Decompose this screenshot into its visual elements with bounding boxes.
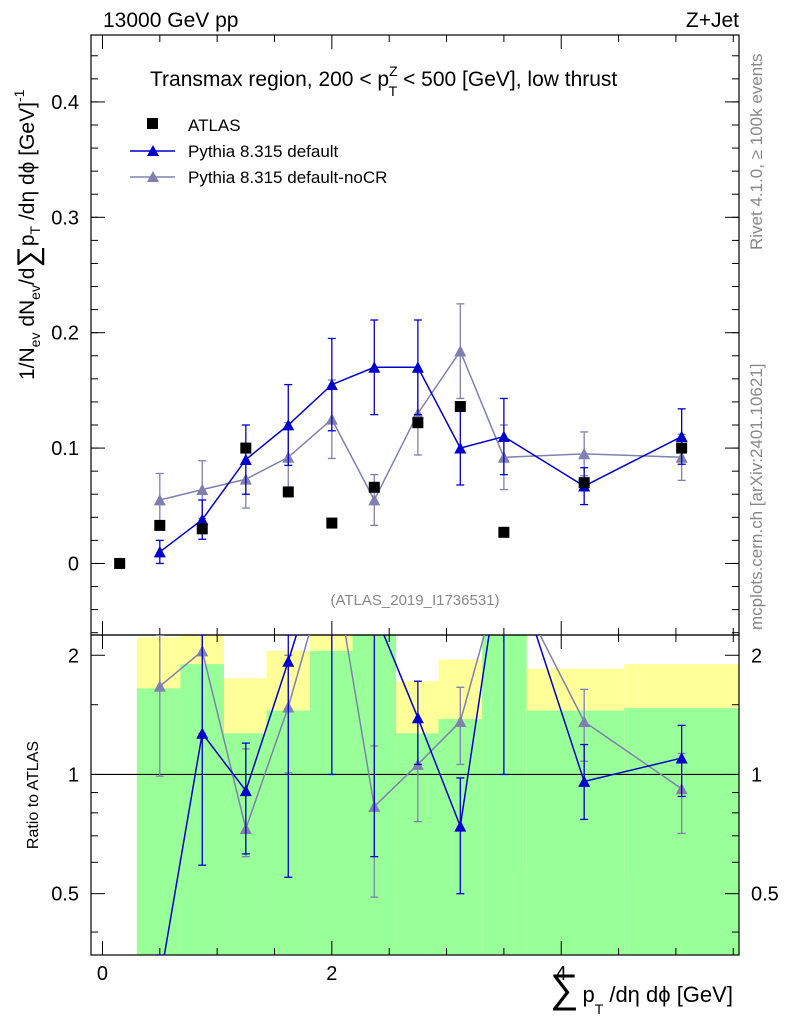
atlas-point — [578, 477, 590, 489]
y-tick-label-main: 0.1 — [51, 438, 79, 460]
y-tick-label-main: 0.4 — [51, 92, 79, 114]
legend-marker-atlas — [147, 118, 158, 129]
plot-title: Transmax region, 200 < pZ T < 500 [GeV], … — [150, 63, 617, 99]
title-main: Transmax region, 200 < p — [150, 68, 389, 91]
x-axis-label-sum: ∑ — [550, 967, 579, 1011]
ratio-point — [498, 558, 510, 569]
title-rest: < 500 [GeV], low thrust — [397, 68, 617, 91]
atlas-point — [326, 517, 338, 529]
data-point — [196, 483, 209, 496]
header-left: 13000 GeV pp — [103, 9, 238, 32]
atlas-point — [412, 417, 424, 429]
ratio-data — [153, 548, 688, 987]
legend-label-default: Pythia 8.315 default — [188, 142, 339, 161]
atlas-point — [498, 526, 510, 538]
legend-marker-default — [147, 145, 159, 156]
data-point — [675, 430, 688, 442]
axes-ticks: 0 2 4 0 0.1 0.2 0.3 0.4 0.5 0.5 1 1 2 2 — [51, 35, 779, 985]
data-point — [239, 453, 252, 466]
y-tick-label-ratio: 0.5 — [51, 884, 79, 906]
data-point — [454, 345, 467, 357]
ratio-point — [282, 655, 295, 667]
atlas-point — [240, 442, 252, 454]
title-sup: Z — [389, 63, 398, 79]
data-point — [454, 442, 467, 454]
data-point — [368, 494, 381, 506]
x-tick-label: 0 — [97, 963, 108, 985]
data-point — [196, 513, 209, 526]
ratio-point — [326, 548, 338, 559]
atlas-point — [196, 523, 208, 535]
mcplots-credit: mcplots.cern.ch [arXiv:2401.10621] — [747, 364, 766, 630]
atlas-point — [114, 557, 126, 569]
y-tick-label-main: 0 — [68, 553, 79, 575]
ratio-point — [154, 976, 166, 987]
y-axis-label-ratio: Ratio to ATLAS — [25, 741, 42, 849]
data-point — [368, 361, 381, 373]
series-line — [159, 366, 682, 553]
ratio-series — [154, 635, 688, 987]
y-tick-label-main: 0.2 — [51, 323, 79, 345]
main-data — [114, 303, 688, 569]
legend-label-nocr: Pythia 8.315 default-noCR — [188, 168, 387, 187]
x-axis-label: ∑ pT/dη dϕ [GeV] — [550, 967, 733, 1017]
legend-marker-nocr — [147, 171, 159, 182]
data-point — [153, 494, 166, 506]
ratio-point — [454, 715, 467, 727]
ratio-uncertainty-bands — [136, 635, 739, 955]
y-tick-label-ratio-right: 0.5 — [751, 884, 779, 906]
y-axis-label-main: 1/Nev dNev/d∑pT /dη dϕ [GeV]-1 — [11, 89, 45, 380]
ratio-panel-frame — [90, 634, 740, 956]
y-tick-label-ratio: 2 — [68, 645, 79, 667]
ratio-point — [578, 775, 591, 787]
x-tick-label: 2 — [326, 963, 337, 985]
ratio-point — [411, 711, 424, 724]
y-tick-label-main: 0.3 — [51, 207, 79, 229]
y-tick-label-ratio-right: 2 — [751, 645, 762, 667]
header-right: Z+Jet — [686, 9, 739, 32]
data-point — [411, 361, 424, 373]
x-axis-label-rest: /dη dϕ [GeV] — [609, 982, 733, 1007]
band-green — [136, 688, 181, 955]
atlas-point — [676, 442, 688, 454]
atlas-point — [454, 401, 466, 413]
analysis-id: (ATLAS_2019_I1736531) — [330, 592, 499, 609]
x-tick-label: 4 — [556, 963, 567, 985]
atlas-point — [154, 519, 166, 531]
y-tick-label-ratio: 1 — [68, 764, 79, 786]
ratio-line — [163, 635, 682, 955]
ratio-point — [239, 784, 252, 797]
title-sub: T — [389, 83, 398, 99]
legend-label-atlas: ATLAS — [188, 116, 241, 135]
band-green — [526, 710, 625, 955]
y-tick-label-ratio-right: 1 — [751, 764, 762, 786]
legend: ATLAS Pythia 8.315 default Pythia 8.315 … — [130, 116, 387, 187]
ratio-point — [153, 680, 166, 692]
data-point — [325, 378, 338, 391]
atlas-point — [368, 481, 380, 493]
ratio-point — [196, 727, 209, 739]
data-point — [282, 419, 295, 431]
ratio-point — [578, 715, 591, 727]
x-axis-label-sub: T — [595, 1001, 604, 1017]
ratio-point — [454, 820, 467, 832]
atlas-point — [282, 486, 294, 498]
data-point — [497, 430, 510, 442]
data-point — [153, 545, 166, 558]
ratio-point — [675, 752, 688, 764]
rivet-credit: Rivet 4.1.0, ≥ 100k events — [747, 54, 766, 250]
x-axis-label-p: p — [583, 982, 595, 1007]
data-point — [578, 447, 591, 460]
